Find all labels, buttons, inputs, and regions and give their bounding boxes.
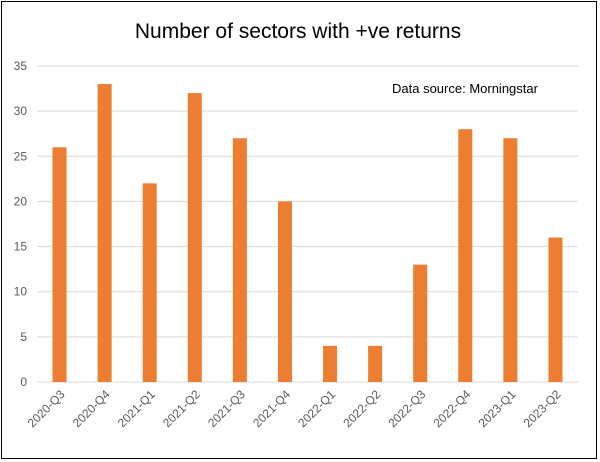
bar-2021-Q2 [187,93,202,382]
y-tick-label: 30 [14,104,28,118]
x-tick-label: 2021-Q1 [115,387,158,430]
bar-2022-Q3 [413,264,428,382]
y-tick-label: 20 [14,194,28,208]
x-tick-label: 2021-Q3 [205,387,248,430]
bars [52,84,563,383]
bar-2022-Q2 [368,345,383,382]
bar-2021-Q4 [277,201,292,382]
x-tick-label: 2022-Q2 [340,387,383,430]
bar-2023-Q2 [548,237,563,382]
y-tick-label: 35 [14,59,28,73]
x-tick-label: 2022-Q4 [430,387,473,430]
x-tick-label: 2020-Q4 [70,387,113,430]
y-tick-label: 10 [14,285,28,299]
y-axis-ticks: 0 5 10 15 20 25 30 35 [14,59,28,389]
bar-2021-Q1 [142,183,157,382]
gridlines [37,65,578,383]
bar-2020-Q3 [52,147,67,382]
bar-2023-Q1 [503,138,518,382]
y-tick-label: 0 [20,375,27,389]
bar-2022-Q4 [458,129,473,382]
x-tick-label: 2022-Q3 [385,387,428,430]
chart-title: Number of sectors with +ve returns [135,20,461,43]
x-tick-label: 2020-Q3 [25,387,68,430]
x-axis-ticks: 2020-Q3 2020-Q4 2021-Q1 2021-Q2 2021-Q3 2021-… [25,387,564,430]
y-tick-label: 25 [14,149,28,163]
bar-2021-Q3 [232,138,247,382]
data-source-note: Data source: Morningstar [392,81,539,96]
y-tick-label: 5 [20,330,27,344]
x-tick-label: 2021-Q2 [160,387,203,430]
bar-2020-Q4 [97,84,112,383]
x-tick-label: 2022-Q1 [295,387,338,430]
y-tick-label: 15 [14,240,28,254]
bar-2022-Q1 [323,345,338,382]
x-tick-label: 2021-Q4 [250,387,293,430]
x-tick-label: 2023-Q2 [521,387,564,430]
x-tick-label: 2023-Q1 [476,387,519,430]
